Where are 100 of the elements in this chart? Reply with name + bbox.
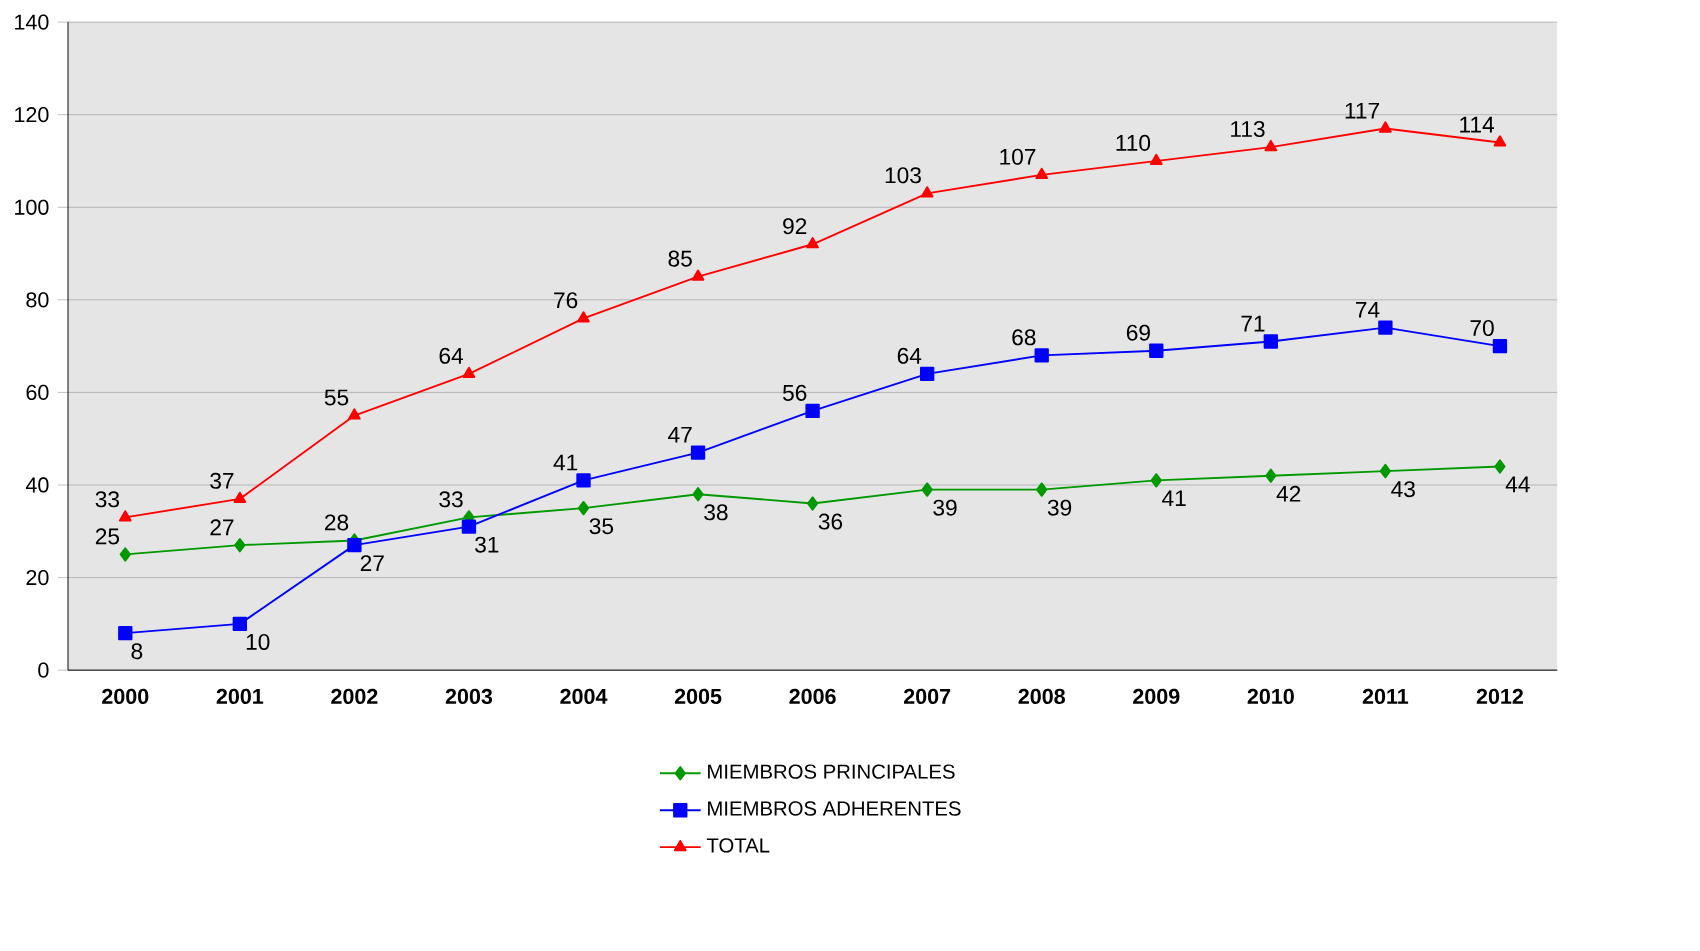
x-tick-label: 2000 <box>102 688 149 705</box>
data-label: 110 <box>1116 134 1151 151</box>
point <box>1494 459 1506 474</box>
point <box>692 487 704 502</box>
point <box>1493 135 1507 147</box>
y-tick-label: 140 <box>15 14 49 30</box>
point <box>1034 348 1049 363</box>
point <box>232 616 248 632</box>
point <box>576 473 591 488</box>
point <box>347 537 362 553</box>
x-tick-label: 2003 <box>445 688 493 705</box>
point <box>1263 334 1278 349</box>
x-tick-label: 2001 <box>216 688 264 705</box>
x-tick-label: 2010 <box>1247 688 1294 705</box>
data-label: 114 <box>1460 116 1494 133</box>
y-tick-label: 60 <box>26 384 49 401</box>
x-tick-label: 2004 <box>560 688 608 705</box>
point <box>461 519 477 534</box>
point <box>1379 463 1391 479</box>
point <box>806 237 819 249</box>
data-label: 74 <box>1356 301 1380 318</box>
data-label: 41 <box>553 454 578 471</box>
point <box>1149 153 1163 166</box>
data-label: 27 <box>360 555 384 572</box>
x-tick-label: 2007 <box>903 688 951 705</box>
data-label: 107 <box>1000 148 1036 165</box>
point <box>577 500 590 516</box>
data-label: 76 <box>554 292 578 309</box>
x-tick-label: 2005 <box>674 688 722 705</box>
data-label: 35 <box>589 518 614 535</box>
point <box>1036 482 1048 497</box>
point <box>920 186 934 198</box>
data-label: 70 <box>1470 320 1494 337</box>
point <box>1149 343 1164 358</box>
data-label: 44 <box>1505 476 1530 493</box>
data-label: 68 <box>1012 329 1036 346</box>
data-label: 38 <box>704 504 728 521</box>
point <box>1492 338 1508 354</box>
data-label: 42 <box>1276 485 1301 502</box>
y-tick-label: 120 <box>15 107 49 123</box>
point <box>233 491 247 503</box>
data-label: 36 <box>818 513 843 530</box>
y-tick-label: 80 <box>26 292 49 308</box>
point <box>1265 468 1277 483</box>
data-label: 33 <box>439 491 463 508</box>
point <box>119 547 131 562</box>
x-tick-label: 2002 <box>331 688 378 705</box>
point <box>462 366 476 378</box>
y-tick-label: 0 <box>38 662 49 678</box>
point <box>1378 320 1393 335</box>
data-label: 117 <box>1345 102 1379 119</box>
point <box>921 482 933 497</box>
y-tick-label: 20 <box>26 569 49 586</box>
data-label: 41 <box>1162 490 1186 507</box>
data-label: 37 <box>210 472 234 489</box>
data-label: 71 <box>1241 315 1265 332</box>
y-tick-label: 40 <box>25 477 49 493</box>
data-label: 39 <box>1047 499 1072 516</box>
data-label: 27 <box>210 519 234 536</box>
point <box>118 510 132 522</box>
data-label: 64 <box>439 347 464 364</box>
data-label: 28 <box>325 514 349 531</box>
x-tick-label: 2008 <box>1018 688 1065 705</box>
data-label: 113 <box>1231 120 1265 138</box>
data-label: 8 <box>131 643 143 660</box>
legend-label: MIEMBROS ADHERENTES <box>708 801 961 816</box>
y-tick-label: 100 <box>15 199 49 215</box>
data-label: 85 <box>668 250 692 267</box>
legend-label: TOTAL <box>706 838 770 853</box>
x-tick-label: 2006 <box>789 688 836 705</box>
x-tick-label: 2011 <box>1362 688 1409 705</box>
data-label: 47 <box>668 426 692 443</box>
data-label: 103 <box>885 167 921 184</box>
x-tick-label: 2012 <box>1476 688 1523 705</box>
point <box>805 403 820 419</box>
point <box>919 366 935 382</box>
data-label: 33 <box>95 491 120 508</box>
data-label: 64 <box>897 347 922 364</box>
point <box>577 311 590 323</box>
point <box>691 269 705 281</box>
point <box>234 537 246 553</box>
data-label: 25 <box>95 528 120 545</box>
data-label: 92 <box>783 218 807 235</box>
point <box>806 496 819 511</box>
point <box>1264 139 1278 152</box>
point <box>348 408 361 420</box>
point <box>1150 473 1162 488</box>
legend-label: MIEMBROS PRINCIPALES <box>708 764 955 779</box>
data-label: 69 <box>1126 324 1150 341</box>
point <box>690 445 706 460</box>
point <box>1379 121 1392 133</box>
x-tick-label: 2009 <box>1133 688 1180 705</box>
point <box>1035 167 1049 179</box>
point <box>118 625 133 641</box>
data-label: 10 <box>246 633 270 650</box>
data-label: 56 <box>783 384 807 401</box>
data-label: 43 <box>1391 481 1415 498</box>
data-label: 55 <box>324 389 349 406</box>
data-label: 39 <box>933 499 957 516</box>
data-label: 31 <box>475 536 499 553</box>
